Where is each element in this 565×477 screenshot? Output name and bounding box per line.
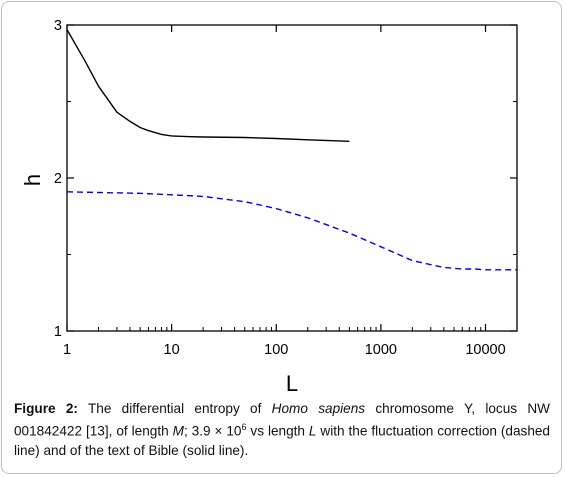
caption-text: chromosome Y, locus NW 001842422 [13], o… xyxy=(14,401,551,439)
caption-text: with the fluctuation correction (dashed … xyxy=(14,423,550,458)
y-axis-label: h xyxy=(20,174,45,186)
x-tick-label: 1 xyxy=(63,342,71,358)
x-tick-label: 10000 xyxy=(465,342,505,358)
plot-axes xyxy=(66,24,518,332)
entropy-chart: 1 10 100 1000 10000 1 2 3 L h xyxy=(20,18,518,396)
figure-caption: Figure 2: The differential entropy of Ho… xyxy=(14,399,550,460)
x-axis-label: L xyxy=(286,371,298,396)
caption-length-l: L xyxy=(308,423,317,439)
caption-text: vs length xyxy=(246,423,309,439)
y-tick-label: 1 xyxy=(54,324,62,340)
x-tick-label: 1000 xyxy=(365,342,397,358)
y-tick-label: 3 xyxy=(54,18,62,34)
axis-tick-labels: 1 10 100 1000 10000 1 2 3 xyxy=(54,18,506,358)
caption-exponent: 6 xyxy=(241,422,247,432)
caption-text: ; 3.9 × 10 xyxy=(183,423,242,439)
caption-text: The differential entropy of xyxy=(77,401,272,416)
plot-frame xyxy=(66,24,518,332)
caption-label: Figure 2: xyxy=(14,401,78,416)
x-tick-label: 10 xyxy=(164,342,180,358)
series-line-solid xyxy=(66,29,350,142)
y-tick-label: 2 xyxy=(54,171,62,187)
caption-length-m: M xyxy=(172,423,184,439)
axis-ticks xyxy=(66,24,518,332)
series-line-dashed xyxy=(66,191,517,271)
x-tick-label: 100 xyxy=(264,342,288,358)
caption-species: Homo sapiens xyxy=(271,401,366,416)
series-layer xyxy=(66,29,517,271)
